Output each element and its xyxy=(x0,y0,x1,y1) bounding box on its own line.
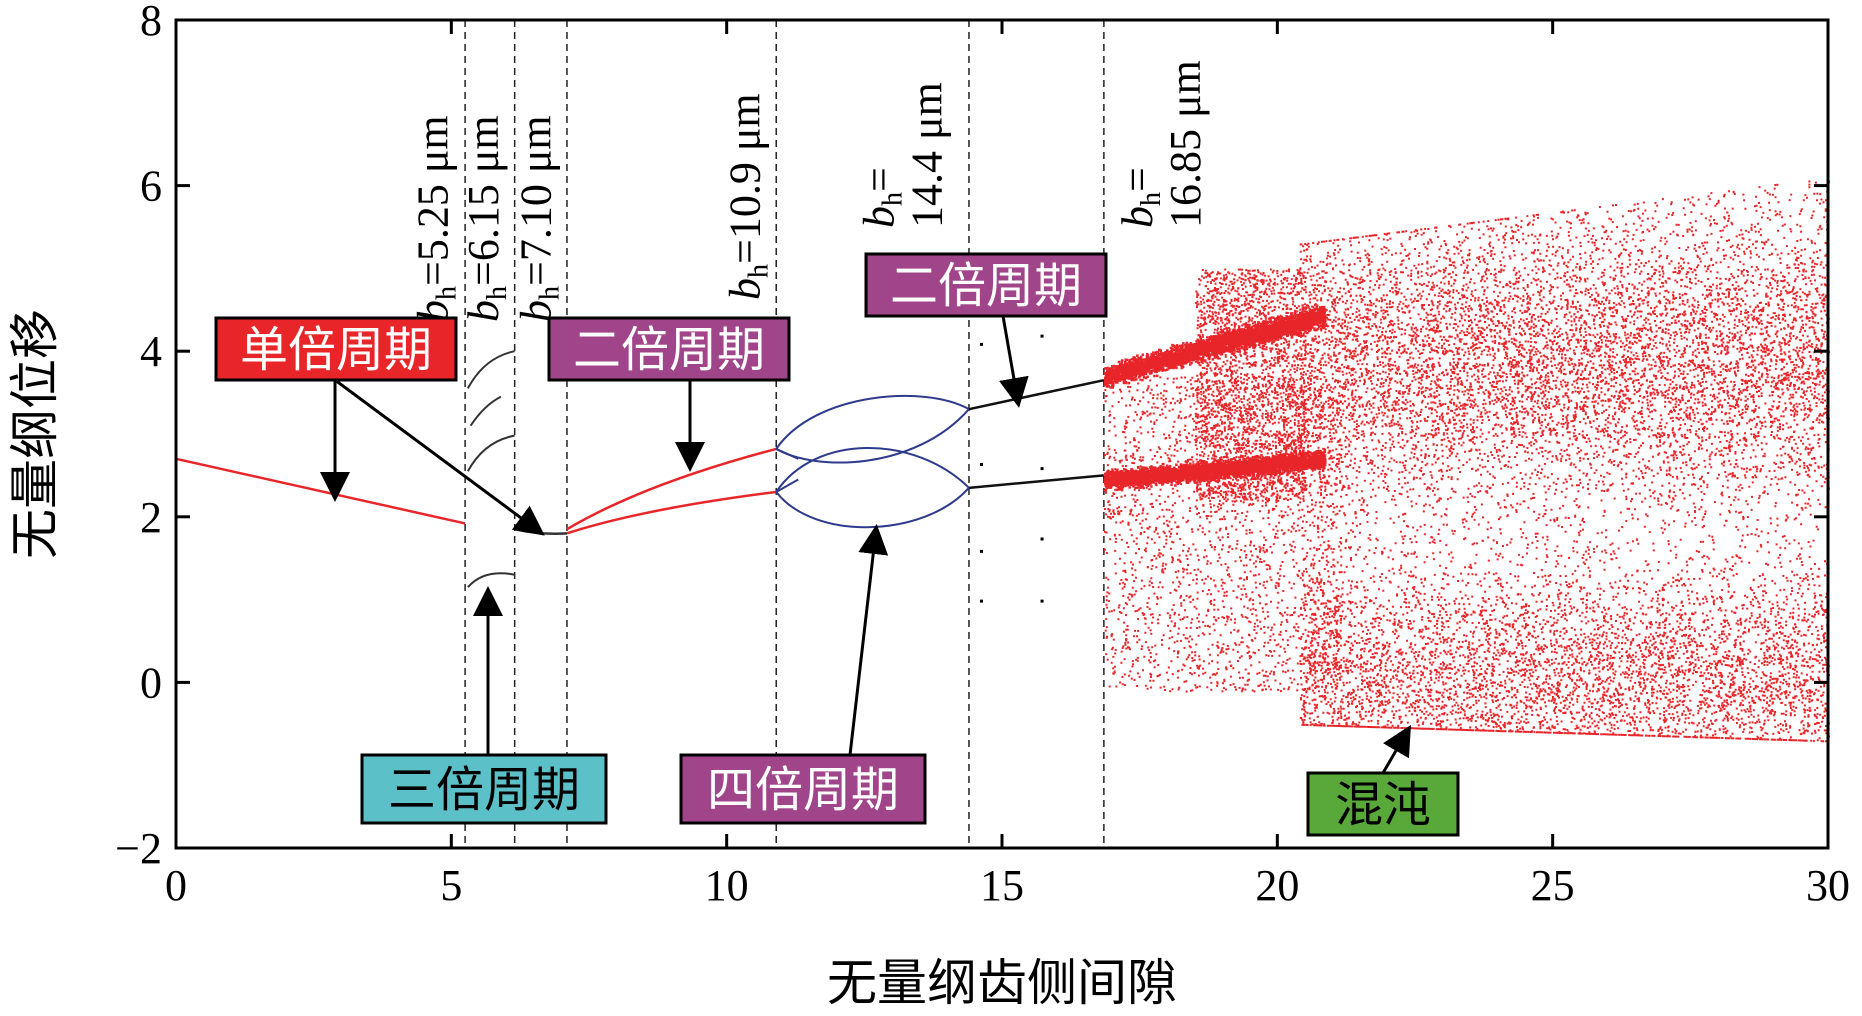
annotation-text: 二倍周期 xyxy=(890,258,1082,314)
boundary-label-value: 16.85 μm xyxy=(1161,60,1210,228)
boundary-label-text: bh=10.9 μm xyxy=(721,93,775,300)
plot-area xyxy=(175,20,1830,848)
period4-branch xyxy=(775,487,970,529)
boundary-label: bh=6.15 μm xyxy=(459,115,513,322)
annotation-bg xyxy=(864,252,1108,318)
period4-branch xyxy=(775,447,799,460)
annotation-box: 二倍周期 xyxy=(864,252,1108,318)
annotation-text: 二倍周期 xyxy=(573,322,765,378)
annotation-bg xyxy=(214,316,458,382)
annotation-box: 单倍周期 xyxy=(214,316,458,382)
x-tick-label: 5 xyxy=(440,861,462,910)
period4-branch xyxy=(775,394,970,450)
chaos-points xyxy=(1103,180,1830,743)
y-tick-label: 8 xyxy=(140,0,162,45)
boundary-label: bh=7.10 μm xyxy=(511,115,565,322)
chaos-band-points xyxy=(1103,305,1327,492)
period4-branch xyxy=(775,478,799,493)
annotation-arrow xyxy=(1381,724,1412,774)
boundary-label-text: bh=7.10 μm xyxy=(511,115,565,322)
period1-merge-line xyxy=(514,528,568,535)
x-tick-label: 10 xyxy=(705,861,749,910)
annotation-box: 二倍周期 xyxy=(547,316,791,382)
boundary-label-text: bh=5.25 μm xyxy=(408,115,462,322)
annotation-text: 四倍周期 xyxy=(707,762,899,818)
annotation-bg xyxy=(360,753,608,825)
x-tick-label: 0 xyxy=(165,861,187,910)
x-tick-label: 20 xyxy=(1255,861,1299,910)
period3-branch xyxy=(466,350,515,389)
annotation-box: 混沌 xyxy=(1306,771,1460,837)
x-tick-label: 25 xyxy=(1531,861,1575,910)
annotation-arrow xyxy=(334,378,545,536)
y-tick-label: 4 xyxy=(140,327,162,376)
annotation-bg xyxy=(1306,771,1460,837)
period4-branch xyxy=(775,408,970,464)
y-tick-label: −2 xyxy=(115,824,162,873)
annotation-bg xyxy=(679,753,927,825)
annotation-bg xyxy=(547,316,791,382)
boundary-label: bh= 16.85 μm xyxy=(1113,60,1210,228)
period3-branch xyxy=(469,395,502,427)
y-tick-label: 6 xyxy=(140,162,162,211)
period3-branch xyxy=(466,434,515,472)
y-tick-label: 0 xyxy=(140,658,162,707)
period2-late-upper xyxy=(968,378,1105,411)
period2-late-lower xyxy=(968,474,1104,490)
period1-series-line xyxy=(175,457,466,525)
y-tick-label: 2 xyxy=(140,493,162,542)
annotation-arrow xyxy=(848,524,889,756)
annotation-arrow xyxy=(999,315,1029,408)
annotation-text: 混沌 xyxy=(1335,777,1431,833)
boundary-label-text: bh= xyxy=(854,167,908,228)
boundary-label: bh= 14.4 μm xyxy=(854,82,951,228)
y-axis-title: 无量纲位移 xyxy=(6,309,64,559)
annotation-box: 三倍周期 xyxy=(360,753,608,825)
boundary-label: bh=5.25 μm xyxy=(408,115,462,322)
x-tick-label: 15 xyxy=(980,861,1024,910)
annotation-text: 单倍周期 xyxy=(240,322,432,378)
period2-lower-branch xyxy=(566,490,777,535)
chaos-series xyxy=(1103,180,1830,743)
boundary-label-text: bh=6.15 μm xyxy=(459,115,513,322)
period2-upper-branch xyxy=(566,447,777,531)
x-tick-label: 30 xyxy=(1806,861,1850,910)
annotation-box: 四倍周期 xyxy=(679,753,927,825)
annotation-text: 三倍周期 xyxy=(388,762,580,818)
boundary-label-text: bh= xyxy=(1113,167,1167,228)
x-axis-title: 无量纲齿侧间隙 xyxy=(827,954,1177,1012)
boundary-label-value: 14.4 μm xyxy=(902,82,951,228)
boundary-label: bh=10.9 μm xyxy=(721,93,775,300)
period3-branch xyxy=(467,572,515,588)
period4-branch xyxy=(775,446,970,493)
